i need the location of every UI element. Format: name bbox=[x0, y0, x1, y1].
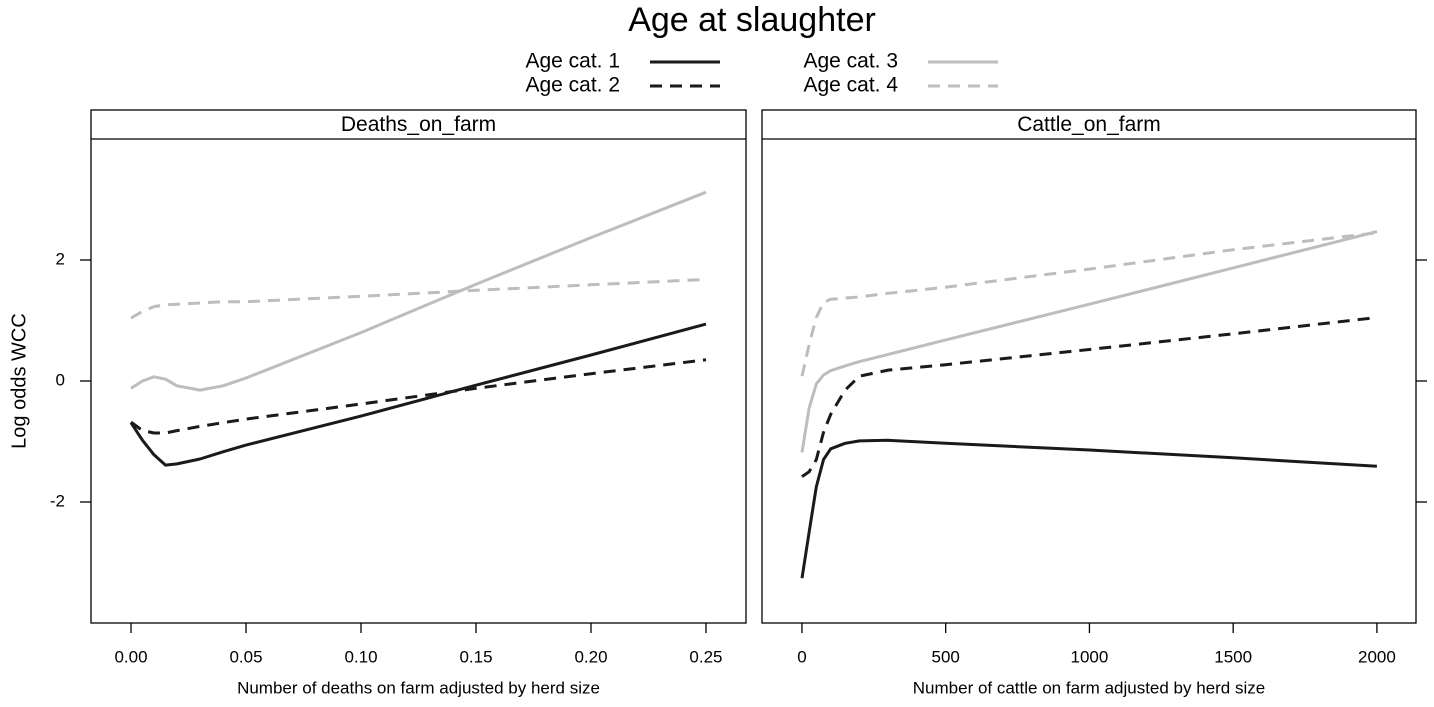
series-line bbox=[800, 231, 1378, 377]
y-tick-label: 0 bbox=[56, 370, 65, 389]
y-tick-label: -2 bbox=[50, 491, 65, 510]
x-axis-label: Number of cattle on farm adjusted by her… bbox=[913, 678, 1265, 697]
x-tick-label: 2000 bbox=[1358, 647, 1396, 666]
series-line bbox=[130, 277, 707, 320]
legend-label: Age cat. 4 bbox=[803, 74, 898, 97]
x-tick-label: 500 bbox=[932, 647, 960, 666]
series-line bbox=[130, 358, 707, 435]
legend-label: Age cat. 2 bbox=[525, 74, 620, 97]
x-tick-label: 0.15 bbox=[459, 647, 492, 666]
chart-title: Age at slaughter bbox=[628, 1, 876, 39]
x-tick-label: 0.10 bbox=[344, 647, 377, 666]
x-tick-label: 0.00 bbox=[114, 647, 147, 666]
legend-label: Age cat. 1 bbox=[525, 50, 620, 73]
x-axis-label: Number of deaths on farm adjusted by her… bbox=[237, 678, 600, 697]
panel-frame bbox=[761, 109, 1417, 624]
x-tick-label: 0 bbox=[797, 647, 806, 666]
x-tick-label: 0.05 bbox=[229, 647, 262, 666]
x-tick-label: 1500 bbox=[1214, 647, 1252, 666]
legend-label: Age cat. 3 bbox=[803, 50, 898, 73]
series-line bbox=[800, 230, 1378, 453]
x-tick-label: 0.20 bbox=[574, 647, 607, 666]
panel-frame bbox=[90, 109, 747, 624]
series-line bbox=[801, 316, 1378, 478]
strip-label: Cattle_on_farm bbox=[1017, 113, 1161, 136]
y-tick-label: 2 bbox=[56, 249, 65, 268]
strip-label: Deaths_on_farm bbox=[341, 113, 496, 136]
y-axis-label: Log odds WCC bbox=[8, 313, 30, 449]
series-line bbox=[130, 190, 707, 392]
x-tick-label: 1000 bbox=[1071, 647, 1109, 666]
series-line bbox=[800, 438, 1377, 579]
x-tick-label: 0.25 bbox=[689, 647, 722, 666]
series-line bbox=[129, 322, 707, 467]
